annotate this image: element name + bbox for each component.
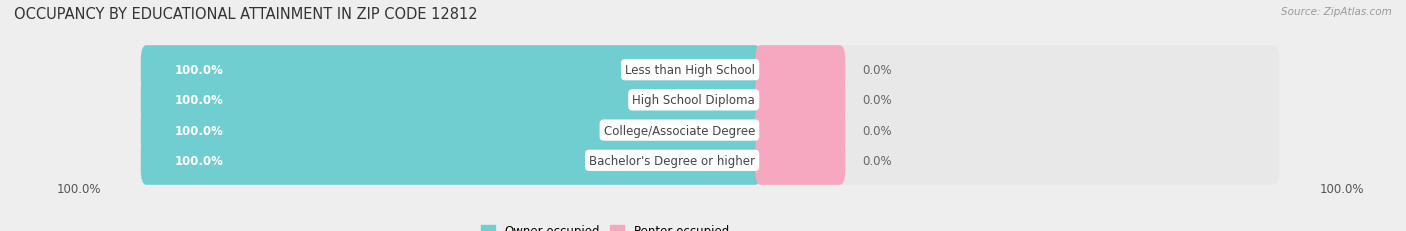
Text: 100.0%: 100.0% <box>174 154 224 167</box>
FancyBboxPatch shape <box>755 136 845 185</box>
Text: High School Diploma: High School Diploma <box>633 94 755 107</box>
FancyBboxPatch shape <box>141 46 1279 95</box>
FancyBboxPatch shape <box>755 106 845 155</box>
Text: Bachelor's Degree or higher: Bachelor's Degree or higher <box>589 154 755 167</box>
Text: OCCUPANCY BY EDUCATIONAL ATTAINMENT IN ZIP CODE 12812: OCCUPANCY BY EDUCATIONAL ATTAINMENT IN Z… <box>14 7 478 22</box>
Text: 100.0%: 100.0% <box>174 94 224 107</box>
FancyBboxPatch shape <box>141 76 1279 125</box>
FancyBboxPatch shape <box>141 106 761 155</box>
FancyBboxPatch shape <box>141 136 1279 185</box>
Text: 100.0%: 100.0% <box>1319 182 1364 195</box>
FancyBboxPatch shape <box>141 136 761 185</box>
Text: 0.0%: 0.0% <box>862 124 891 137</box>
FancyBboxPatch shape <box>755 76 845 125</box>
Text: Less than High School: Less than High School <box>626 64 755 77</box>
Text: 100.0%: 100.0% <box>56 182 101 195</box>
Text: 100.0%: 100.0% <box>174 124 224 137</box>
Legend: Owner-occupied, Renter-occupied: Owner-occupied, Renter-occupied <box>477 219 734 231</box>
Text: 0.0%: 0.0% <box>862 94 891 107</box>
Text: 0.0%: 0.0% <box>862 154 891 167</box>
FancyBboxPatch shape <box>141 106 1279 155</box>
FancyBboxPatch shape <box>755 46 845 95</box>
FancyBboxPatch shape <box>141 46 761 95</box>
Text: 100.0%: 100.0% <box>174 64 224 77</box>
FancyBboxPatch shape <box>141 76 761 125</box>
Text: 0.0%: 0.0% <box>862 64 891 77</box>
Text: College/Associate Degree: College/Associate Degree <box>603 124 755 137</box>
Text: Source: ZipAtlas.com: Source: ZipAtlas.com <box>1281 7 1392 17</box>
